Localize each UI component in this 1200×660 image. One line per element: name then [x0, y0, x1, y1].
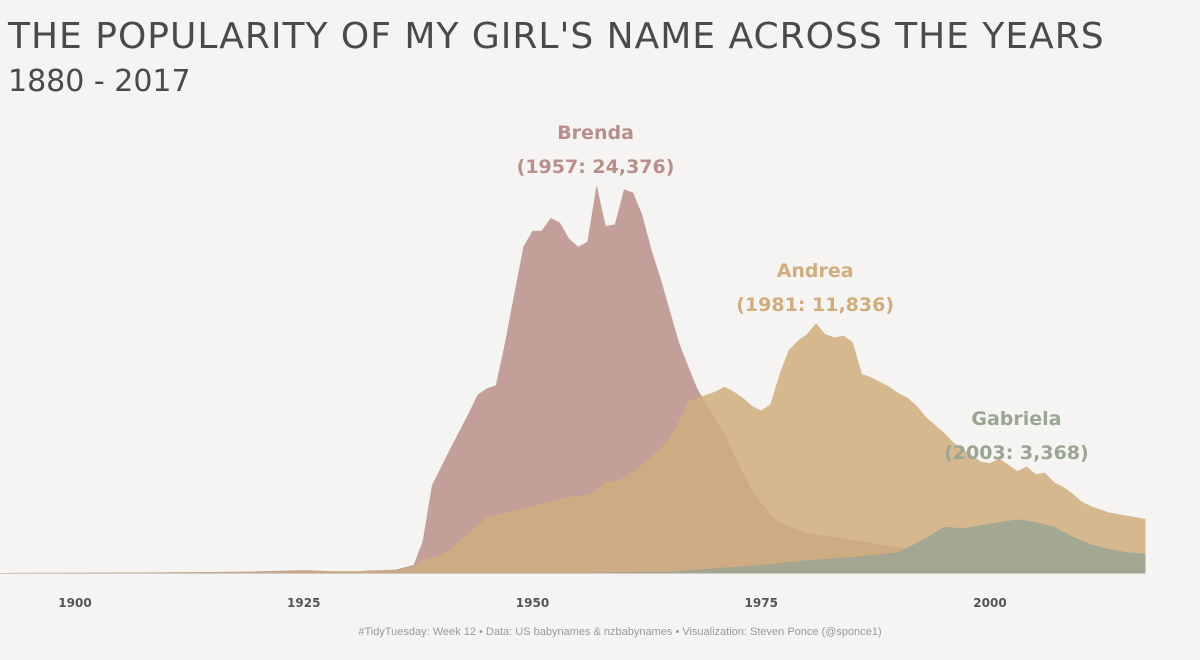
- x-tick-label: 1975: [745, 596, 778, 610]
- annotation-name-gabriela: Gabriela: [971, 408, 1061, 430]
- annotation-value-brenda: (1957: 24,376): [517, 156, 675, 178]
- x-tick-label: 1900: [58, 596, 91, 610]
- area-series-group: [0, 185, 1146, 573]
- chart-title: THE POPULARITY OF MY GIRL'S NAME ACROSS …: [8, 16, 1105, 57]
- area-brenda: [0, 185, 1146, 573]
- annotations-group: Brenda (1957: 24,376) Andrea (1981: 11,836)…: [517, 122, 1089, 464]
- annotation-name-andrea: Andrea: [777, 260, 854, 282]
- x-tick-label: 1925: [287, 596, 320, 610]
- area-gabriela: [0, 519, 1146, 573]
- caption: #TidyTuesday: Week 12 • Data: US babynam…: [358, 626, 882, 638]
- x-tick-label: 1950: [516, 596, 549, 610]
- annotation-value-andrea: (1981: 11,836): [736, 294, 894, 316]
- chart-subtitle: 1880 - 2017: [8, 64, 191, 99]
- x-axis: 1900 1925 1950 1975 2000: [0, 573, 1146, 610]
- annotation-name-brenda: Brenda: [557, 122, 634, 144]
- area-andrea: [0, 323, 1146, 573]
- annotation-value-gabriela: (2003: 3,368): [944, 442, 1089, 464]
- x-tick-label: 2000: [973, 596, 1006, 610]
